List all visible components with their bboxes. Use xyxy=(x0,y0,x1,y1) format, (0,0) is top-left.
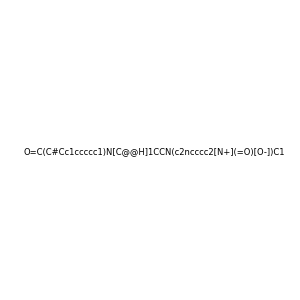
Text: O=C(C#Cc1ccccc1)N[C@@H]1CCN(c2ncccc2[N+](=O)[O-])C1: O=C(C#Cc1ccccc1)N[C@@H]1CCN(c2ncccc2[N+]… xyxy=(23,147,284,156)
